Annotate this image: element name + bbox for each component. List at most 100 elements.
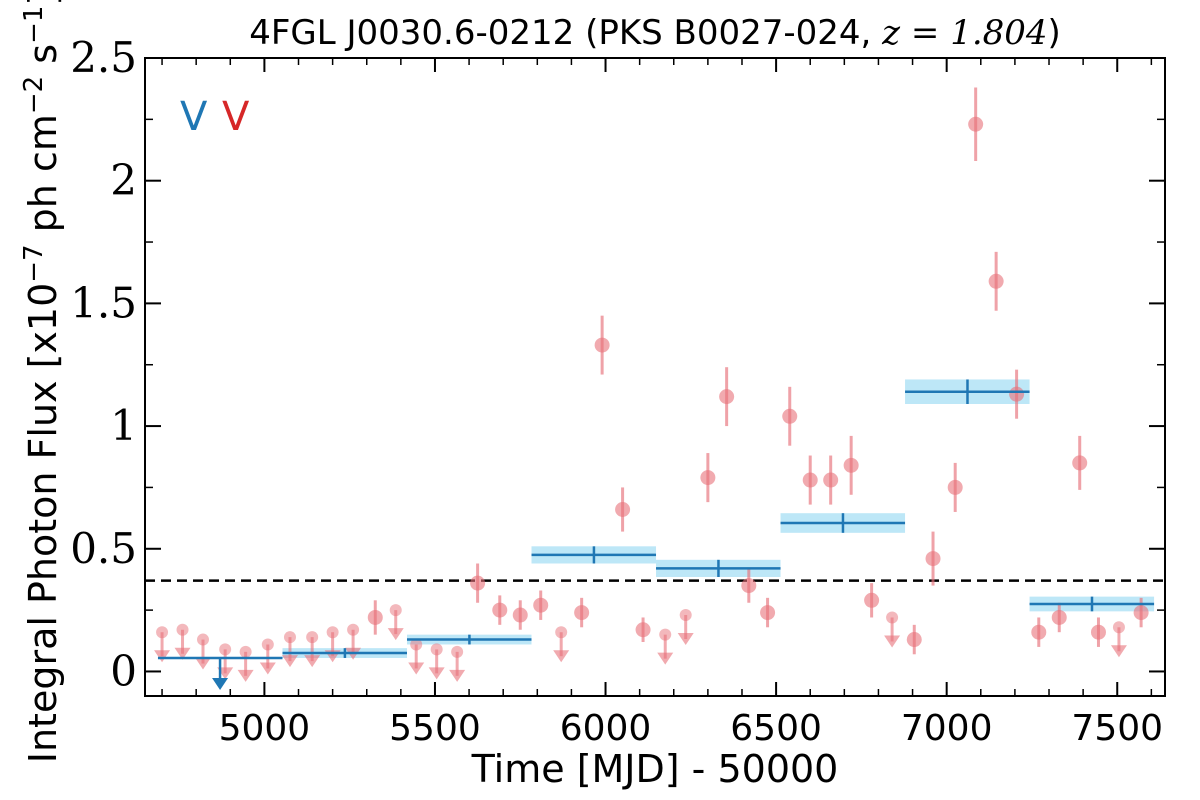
monthly-upper-limit xyxy=(174,623,191,660)
upper-limit-arrow xyxy=(408,662,425,675)
yearly-point xyxy=(531,546,657,564)
monthly-marker xyxy=(968,116,984,132)
monthly-marker xyxy=(533,597,549,613)
upper-limit-cap xyxy=(347,623,360,636)
upper-limit-cap xyxy=(555,626,568,639)
monthly-point xyxy=(574,597,590,628)
upper-limit-arrow xyxy=(449,669,466,682)
monthly-marker xyxy=(1009,386,1025,402)
monthly-point xyxy=(823,455,839,505)
x-axis-label: Time [MJD] - 50000 xyxy=(471,747,839,791)
upper-limit-arrow xyxy=(304,655,321,668)
monthly-marker xyxy=(594,337,610,353)
monthly-marker xyxy=(843,457,859,473)
monthly-point xyxy=(1031,617,1047,647)
yearly-point xyxy=(1029,596,1155,612)
monthly-point xyxy=(925,531,941,586)
y-tick-label: 2.5 xyxy=(70,33,137,82)
upper-limit-cap xyxy=(196,633,209,646)
monthly-point xyxy=(1072,435,1088,490)
monthly-series xyxy=(154,87,1149,682)
upper-limit-cap xyxy=(886,611,899,624)
monthly-marker xyxy=(741,578,757,594)
monthly-point xyxy=(719,367,735,427)
y-tick-label: 1 xyxy=(110,401,137,450)
monthly-point xyxy=(470,563,486,603)
plot-frame xyxy=(144,57,1166,697)
yearly-point xyxy=(406,634,532,645)
monthly-point xyxy=(594,315,610,375)
monthly-point xyxy=(782,386,798,446)
monthly-marker xyxy=(574,605,590,621)
monthly-point xyxy=(1090,617,1106,647)
yearly-ul-arrow xyxy=(212,677,229,690)
chart-title: 4FGL J0030.6-0212 (PKS B0027-024, z = 1.… xyxy=(249,13,1061,53)
y-axis-ticks: 0 0.5 1 1.5 2 2.5 xyxy=(70,33,1165,695)
monthly-point xyxy=(367,600,383,635)
monthly-marker xyxy=(1133,605,1149,621)
monthly-marker xyxy=(1090,624,1106,640)
monthly-upper-limit xyxy=(553,626,570,663)
monthly-marker xyxy=(470,575,486,591)
upper-limit-cap xyxy=(306,631,319,644)
upper-limit-cap xyxy=(239,645,252,658)
monthly-upper-limit xyxy=(259,638,276,675)
upper-limit-arrow xyxy=(154,650,171,663)
monthly-point xyxy=(968,87,984,162)
monthly-point xyxy=(760,597,776,628)
yearly-upper-limit xyxy=(157,656,283,690)
monthly-marker xyxy=(782,408,798,424)
monthly-point xyxy=(1051,602,1067,633)
upper-limit-arrow xyxy=(428,667,445,680)
upper-limit-arrow xyxy=(387,628,404,641)
monthly-upper-limit xyxy=(387,604,404,641)
upper-limit-arrow xyxy=(259,662,276,675)
yearly-point xyxy=(780,513,906,533)
yearly-series xyxy=(157,379,1155,690)
monthly-marker xyxy=(760,605,776,621)
upper-limit-cap xyxy=(176,623,189,636)
y-tick-label: 1.5 xyxy=(70,278,137,327)
monthly-upper-limit xyxy=(154,626,171,663)
monthly-point xyxy=(635,617,651,643)
plot-area xyxy=(145,87,1165,690)
monthly-marker xyxy=(367,609,383,625)
x-tick-label: 7500 xyxy=(1071,708,1163,749)
monthly-point xyxy=(864,583,880,618)
monthly-upper-limit xyxy=(194,633,211,670)
monthly-point xyxy=(700,453,716,503)
upper-limit-arrow xyxy=(237,669,254,682)
upper-limit-arrow xyxy=(677,633,694,646)
upper-limit-cap xyxy=(1112,621,1125,634)
monthly-point xyxy=(988,251,1004,311)
monthly-marker xyxy=(947,479,963,495)
upper-limit-cap xyxy=(326,626,339,639)
monthly-marker xyxy=(823,472,839,488)
upper-limit-arrow xyxy=(553,650,570,663)
yearly-bin-bands xyxy=(282,379,1155,658)
monthly-point xyxy=(615,487,631,532)
x-tick-label: 7000 xyxy=(901,708,993,749)
upper-limit-cap xyxy=(389,604,402,617)
monthly-marker xyxy=(925,551,941,567)
monthly-marker xyxy=(700,470,716,486)
upper-limit-cap xyxy=(261,638,274,651)
x-tick-label: 5500 xyxy=(389,708,481,749)
upper-limit-cap xyxy=(430,643,443,656)
monthly-marker xyxy=(906,632,922,648)
monthly-point xyxy=(741,568,757,603)
monthly-upper-limit xyxy=(884,611,901,648)
yearly-point xyxy=(282,648,407,658)
upper-limit-arrow xyxy=(174,647,191,660)
monthly-point xyxy=(512,600,528,630)
upper-limit-arrow xyxy=(281,655,298,668)
yearly-point xyxy=(905,379,1030,404)
monthly-marker xyxy=(635,622,651,638)
y-tick-label: 0.5 xyxy=(70,524,137,573)
monthly-marker xyxy=(512,607,528,623)
x-axis-ticks: 5000 5500 6000 6500 7000 7500 xyxy=(161,58,1163,749)
monthly-upper-limit xyxy=(408,638,425,675)
monthly-upper-limit xyxy=(677,609,694,646)
monthly-marker xyxy=(1031,624,1047,640)
